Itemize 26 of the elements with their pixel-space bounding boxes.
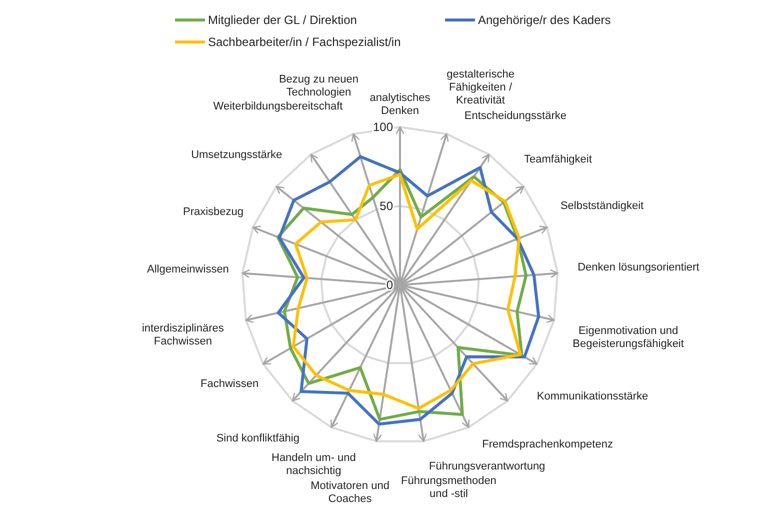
spoke-label: Handeln um- und nachsichtig [272,452,356,478]
spoke-label: Motivatoren und Coaches [310,480,390,506]
spoke-label: Bezug zu neuen Technologien [278,73,358,98]
legend-label: Sachbearbeiter/in / Fachspezialist/in [208,35,401,49]
spoke-label: Denken lösungsorientiert [578,262,700,274]
y-tick-label: 100 [372,120,394,134]
spoke-label: Führungsmethoden und -stil [401,474,496,500]
spoke-label: Umsetzungsstärke [191,149,282,162]
legend-label: Mitglieder der GL / Direktion [208,13,357,27]
spoke-label: Eigenmotivation und Begeisterungsfähigkeit [572,325,684,350]
spoke-label: gestalterische Fähigkeiten / Kreativität [446,68,514,107]
spoke-label: Selbstständigkeit [560,200,644,212]
spoke-label: Fremdsprachenkompetenz [482,438,613,451]
spoke-label: Sind konfliktfähig [216,432,300,445]
spoke-label: Führungsverantwortung [429,460,546,472]
spoke-label: Entscheidungsstärke [464,110,567,122]
spoke-label: Praxisbezug [183,206,244,218]
spoke-label: Kommunikationsstärke [536,390,648,403]
spoke-label: Fachwissen [200,378,259,390]
y-tick-label: 50 [380,199,394,213]
spoke-label: interdisziplinäres Fachwissen [142,322,224,348]
spoke-label: Weiterbildungsbereitschaft [213,100,343,113]
legend-label: Angehörige/r des Kaders [478,13,611,27]
spoke-label: Allgemeinwissen [147,264,229,276]
spoke-label: Teamfähigkeit [524,154,592,166]
spoke-label: analytisches Denken [370,92,431,117]
